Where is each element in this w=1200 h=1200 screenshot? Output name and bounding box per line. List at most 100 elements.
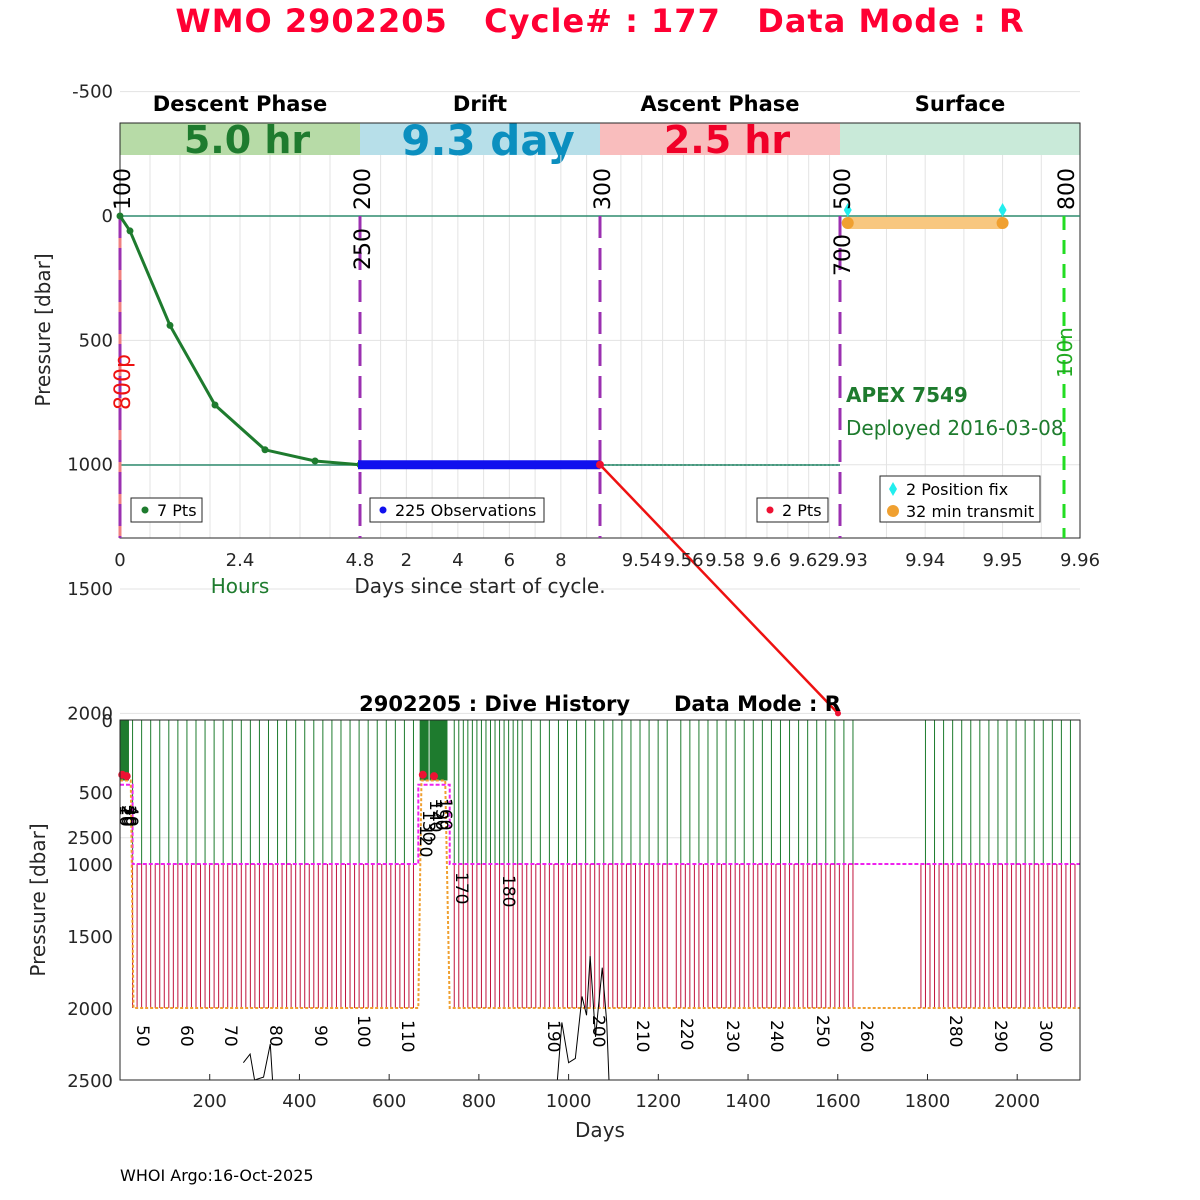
top-series <box>116 203 1009 717</box>
descent-point <box>166 321 174 329</box>
legend-surface: 2 Position fix 32 min transmit <box>879 475 1041 523</box>
history-x-tick-label: 1400 <box>725 1091 771 1112</box>
top-panel: Descent Phase Drift Ascent Phase Surface… <box>31 82 1100 849</box>
descent-point <box>126 227 134 235</box>
history-cycle-label: 50 <box>132 1025 152 1047</box>
history-plot-frame <box>119 719 1081 1081</box>
transmit-point <box>996 217 1009 229</box>
ascent-duration: 2.5 hr <box>664 118 791 162</box>
top-y-tick-labels: -500 0 500 1000 1500 2000 2500 <box>67 82 113 849</box>
marker-label-800p: 800p <box>111 354 136 410</box>
history-y-tick-label: 0 <box>102 711 113 732</box>
history-cycle-label: 230 <box>722 1020 742 1052</box>
legend-drift: 225 Observations <box>369 497 545 523</box>
ascent-phase-heading: Ascent Phase <box>641 92 800 116</box>
top-x-tick-label: 4 <box>452 550 463 571</box>
top-x-tick-label: 9.94 <box>905 550 945 571</box>
history-cycle-label: 280 <box>945 1015 965 1047</box>
descent-duration: 5.0 hr <box>184 118 311 162</box>
history-cycle-label: 260 <box>856 1020 876 1052</box>
position-fix-point <box>843 203 852 217</box>
marker-label-700: 700 <box>831 234 856 276</box>
history-cycle-label: 20 <box>117 805 137 827</box>
history-cycle-label: 250 <box>812 1015 832 1047</box>
marker-label-250: 250 <box>351 228 376 270</box>
top-x-tick-label: 0 <box>114 550 125 571</box>
top-x-tick-label: 9.95 <box>983 550 1023 571</box>
marker-label-200: 200 <box>351 168 376 210</box>
history-surface-block <box>419 720 429 781</box>
ascent-point <box>596 460 604 469</box>
drift-phase-heading: Drift <box>453 92 507 116</box>
history-cycle-label: 200 <box>588 1015 608 1047</box>
history-cycle-label: 220 <box>676 1018 696 1050</box>
history-cycle-label: 240 <box>766 1020 786 1052</box>
history-cycle-label: 290 <box>990 1020 1010 1052</box>
history-cycle-label: 30 <box>119 805 139 827</box>
top-x-tick-labels: 0 2.4 4.8 2 4 6 8 9.54 9.56 9.58 9.6 9.629.93 9.94 9.… <box>114 550 1100 571</box>
surface-band <box>840 123 1080 155</box>
history-cycle-label: 130 <box>418 810 438 842</box>
marker-label-800: 800 <box>1055 168 1080 210</box>
marker-label-500: 500 <box>831 168 856 210</box>
history-cycle-label: 170 <box>451 872 471 904</box>
history-x-tick-label: 400 <box>282 1091 316 1112</box>
history-y-tick-labels: 0 500 1000 1500 2000 2500 <box>67 711 113 1092</box>
history-y-tick-label: 1000 <box>67 855 113 876</box>
position-fix-point <box>998 203 1007 217</box>
top-x-tick-label: 9.62 <box>789 550 829 571</box>
history-cycle-label: 100 <box>353 1015 373 1047</box>
history-cycle-label: 70 <box>220 1025 240 1047</box>
drift-duration: 9.3 day <box>401 116 575 165</box>
legend-descent-marker <box>141 506 149 514</box>
history-x-tick-label: 1000 <box>546 1091 592 1112</box>
ascent-line <box>599 463 839 715</box>
top-y-axis-label: Pressure [dbar] <box>31 253 55 406</box>
drift-band <box>360 123 600 155</box>
legend-drift-marker <box>379 506 387 514</box>
history-cycle-label: 300 <box>1035 1020 1055 1052</box>
top-x-tick-label: 8 <box>555 550 566 571</box>
descent-point <box>311 457 319 465</box>
history-cycle-label: 140 <box>425 800 445 832</box>
history-cycle-label: 210 <box>632 1020 652 1052</box>
top-x-tick-label: 9.54 <box>622 550 662 571</box>
marker-label-100: 100 <box>111 168 136 210</box>
history-y-tick-label: 2000 <box>67 999 113 1020</box>
top-y-tick-label: 500 <box>79 330 113 351</box>
history-cycle-label: 160 <box>435 798 455 830</box>
history-cycle-label: 90 <box>310 1025 330 1047</box>
marker-label-100n: 100n <box>1053 327 1077 378</box>
days-axis-label: Days since start of cycle. <box>354 574 605 598</box>
transmit-point <box>841 217 854 229</box>
history-x-tick-label: 1800 <box>905 1091 951 1112</box>
top-x-tick-label: 4.8 <box>346 550 375 571</box>
top-x-tick-label: 2.4 <box>226 550 255 571</box>
history-cycle-label: 10 <box>115 805 135 827</box>
history-cycle-label: 120 <box>415 825 435 857</box>
history-marker <box>122 772 131 781</box>
ascent-band <box>600 123 840 155</box>
history-x-tick-labels: 200 400 600 800 1000 1200 1400 1600 1800 2000 <box>193 1074 1040 1112</box>
top-x-tick-label: 9.6 <box>753 550 782 571</box>
history-x-tick-label: 800 <box>462 1091 496 1112</box>
history-y-tick-label: 1500 <box>67 927 113 948</box>
top-x-tick-label: 9.56 <box>663 550 703 571</box>
footer-credit: WHOI Argo:16-Oct-2025 <box>120 1166 314 1185</box>
history-bottom-trace <box>556 956 610 1081</box>
history-bottom-trace <box>242 1043 274 1081</box>
top-y-tick-label: 2000 <box>67 703 113 724</box>
top-x-tick-label: 6 <box>504 550 515 571</box>
legend-descent: 7 Pts <box>130 497 203 523</box>
history-y-tick-label: 500 <box>79 783 113 804</box>
history-marker <box>430 772 439 781</box>
history-park-pressure <box>120 783 1081 865</box>
history-cycle-label: 60 <box>176 1025 196 1047</box>
descent-band <box>120 123 360 155</box>
legend-drift-label: 225 Observations <box>395 501 536 520</box>
top-y-tick-label: 2500 <box>67 828 113 849</box>
top-x-tick-label: 9.93 <box>828 550 868 571</box>
bottom-panel: 2902205 : Dive History Data Mode : R 0 50… <box>26 692 1081 1142</box>
history-title: 2902205 : Dive History Data Mode : R <box>359 692 841 716</box>
